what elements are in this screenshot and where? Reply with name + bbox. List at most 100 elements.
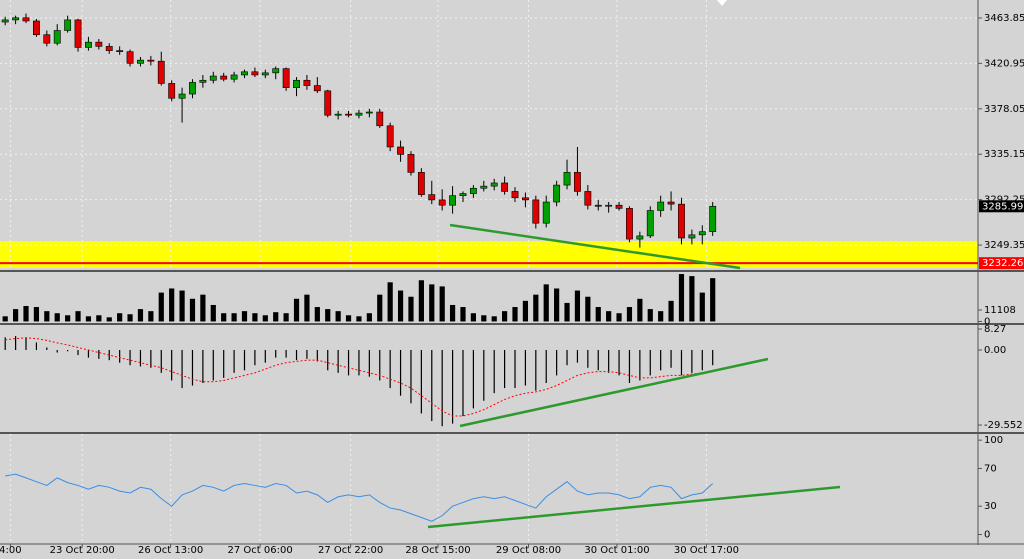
volume-bar [502, 311, 508, 322]
volume-bar [491, 316, 497, 322]
volume-bar [533, 294, 539, 322]
volume-bar [137, 309, 144, 322]
candle-body [334, 113, 342, 116]
grid [0, 0, 978, 543]
volume-bar [689, 276, 695, 322]
candle-body [261, 72, 269, 76]
y-tick-label: 3420.95 [984, 58, 1024, 69]
volume-bar [356, 316, 362, 322]
volume-bar [460, 307, 466, 322]
volume-bar [554, 288, 560, 322]
volume-bar [85, 316, 92, 322]
x-tick-label: 28 Oct 15:00 [405, 545, 470, 556]
candle-body [168, 83, 176, 99]
candle-body [137, 59, 144, 64]
candle-body [584, 191, 592, 206]
candle-body [116, 50, 124, 52]
x-tick-label: 26 Oct 13:00 [138, 545, 203, 556]
volume-bar [606, 311, 612, 322]
volume-bar [65, 315, 71, 322]
volume-bar [668, 300, 674, 322]
candle-body [688, 234, 696, 239]
candle-body [189, 82, 196, 95]
volume-bar [418, 280, 424, 322]
volume-bar [23, 306, 29, 322]
candle-body [178, 93, 186, 99]
candle-body [365, 111, 373, 114]
candle-body [293, 79, 300, 88]
candle-body [53, 30, 61, 44]
candle-body [459, 193, 467, 196]
volume-bar [345, 315, 352, 322]
candle-body [480, 185, 488, 189]
candle-body [698, 231, 706, 236]
volume-bar [54, 313, 60, 322]
y-tick-label: 3378.05 [984, 104, 1024, 115]
x-tick-label: 27 Oct 22:00 [318, 545, 383, 556]
volume-bar [169, 288, 175, 322]
candle-body [532, 199, 540, 224]
volume-bar [637, 298, 643, 322]
x-tick-label: 30 Oct 17:00 [674, 545, 739, 556]
volume-bar [325, 309, 331, 322]
candle-body [511, 191, 519, 199]
candle-body [386, 125, 394, 148]
volume-bar [616, 313, 622, 322]
volume-bar [106, 317, 112, 322]
candle-body [469, 187, 477, 194]
candle-body [147, 59, 155, 62]
volume-bar [481, 315, 487, 322]
candle-body [397, 146, 404, 155]
candle-body [282, 68, 290, 88]
trendline [427, 485, 841, 529]
candle-body [43, 34, 51, 44]
candle-body [74, 19, 82, 48]
volume-bar [366, 313, 372, 322]
volume-bar [252, 313, 258, 322]
y-tick-label: 100 [984, 435, 1003, 446]
frames [0, 0, 1024, 545]
candle-body [220, 75, 228, 80]
volume-bar [439, 286, 445, 322]
last-price-label: 3285.99 [982, 201, 1023, 212]
candle-body [22, 17, 30, 22]
candle-body [126, 51, 134, 64]
candle-body [303, 79, 311, 86]
volume-bar [13, 309, 19, 322]
y-tick-label: 8.27 [984, 324, 1006, 335]
trendline [459, 357, 769, 428]
volume-bar [678, 274, 685, 322]
volume-bar [148, 311, 154, 322]
candle-body [345, 113, 352, 116]
candle-body [521, 197, 529, 201]
volume-bar [314, 307, 320, 322]
x-tick-label: 4:00 [0, 545, 22, 556]
candle-body [594, 204, 602, 207]
candle-body [157, 60, 165, 84]
y-tick-label: 70 [984, 463, 997, 474]
volume-bar [429, 284, 435, 322]
y-tick-label: 0 [984, 316, 990, 327]
y-tick-label: 3249.35 [984, 240, 1024, 251]
candle-body [64, 19, 72, 31]
volume-bar [377, 294, 383, 322]
axis-labels: 3463.85 3420.95 3378.05 3335.15 3292.25 3249.… [0, 13, 1024, 556]
volume-bar [127, 314, 133, 322]
candle-body [376, 111, 384, 127]
rsi-line [5, 473, 714, 522]
volume-bar [449, 304, 456, 322]
volume-bar [200, 294, 206, 322]
volume-bar [397, 290, 404, 322]
candle-body [417, 172, 425, 195]
volume-bar [75, 311, 81, 322]
y-tick-label: 3463.85 [984, 13, 1024, 24]
y-tick-label: 3292.25 [984, 195, 1024, 206]
candle-body [1, 19, 9, 23]
y-tick-label: 11108 [984, 305, 1016, 316]
data [0, 13, 978, 522]
candle-body [490, 182, 498, 187]
volume-bar [96, 315, 102, 322]
y-tick-label: 30 [984, 501, 997, 512]
candle-body [646, 210, 654, 237]
